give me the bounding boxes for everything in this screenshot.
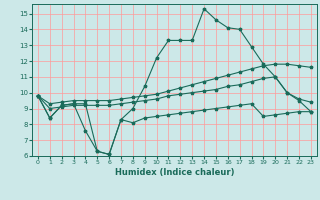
X-axis label: Humidex (Indice chaleur): Humidex (Indice chaleur) [115,168,234,177]
